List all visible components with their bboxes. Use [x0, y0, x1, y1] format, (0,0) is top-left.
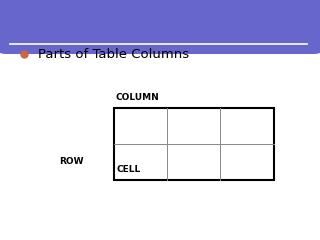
Text: ROW: ROW: [59, 157, 84, 167]
FancyBboxPatch shape: [0, 0, 320, 54]
Text: Parts of Table Columns: Parts of Table Columns: [38, 48, 189, 60]
Text: CELL: CELL: [116, 165, 140, 174]
Text: COLUMN: COLUMN: [115, 93, 159, 102]
Bar: [114, 108, 274, 180]
